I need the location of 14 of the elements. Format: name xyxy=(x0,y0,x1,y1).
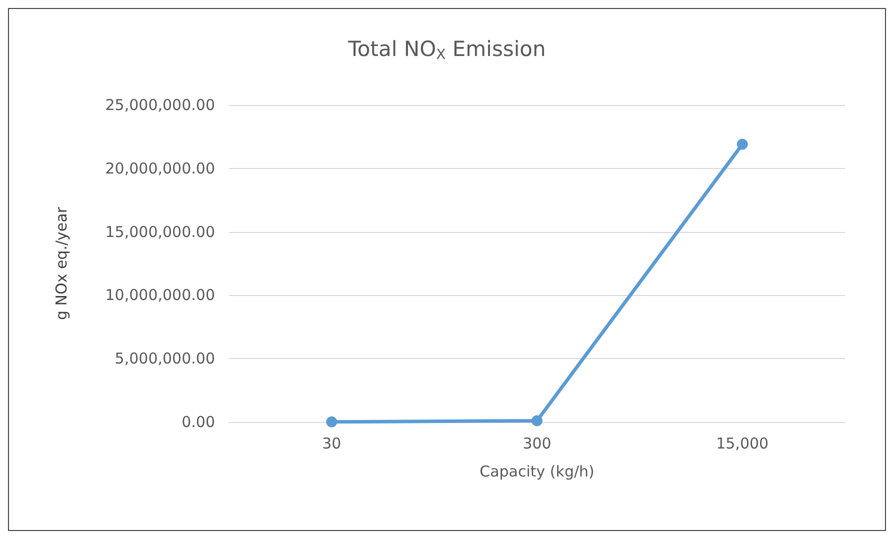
y-tick-label: 15,000,000.00 xyxy=(105,222,215,241)
point xyxy=(326,416,338,428)
y-tick-label: 25,000,000.00 xyxy=(105,96,215,114)
y-tick-label: 10,000,000.00 xyxy=(105,286,215,304)
x-axis-title: Capacity (kg/h) xyxy=(480,462,594,480)
y-tick-label: 0.00 xyxy=(182,413,215,431)
point xyxy=(532,415,542,426)
y-axis-title: g NOx eq./year xyxy=(52,206,70,320)
x-tick-label: 300 xyxy=(522,434,552,452)
y-tick-label: 5,000,000.00 xyxy=(114,350,215,368)
point xyxy=(736,138,748,150)
y-tick-label: 20,000,000.00 xyxy=(105,159,215,178)
x-tick-label: 30 xyxy=(322,434,342,452)
x-tick-label: 15,000 xyxy=(716,434,769,452)
